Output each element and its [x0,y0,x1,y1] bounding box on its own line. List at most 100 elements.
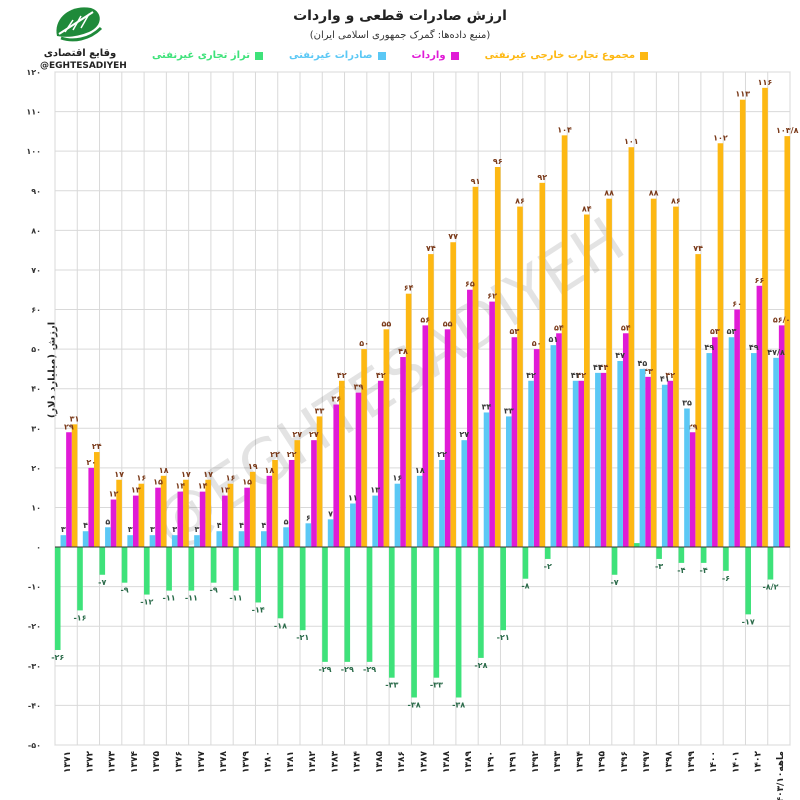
y-tick-label: ۱۰۰ [26,147,41,156]
bar-total [94,452,100,548]
x-tick-label: ۱۳۷۸ [219,751,229,773]
data-label-imports: ۵۶ [420,315,430,324]
data-label-imports: ۴۲ [376,371,386,380]
y-tick-label: ۲۰ [31,464,41,473]
legend-swatch [377,51,386,60]
bar-total [116,479,122,548]
bar-imports [533,349,540,548]
data-label-total: ۴۲ [337,371,347,380]
bar-imports [222,495,228,548]
bar-balance [121,547,128,583]
x-tick-label: ۱۴۰۱ [731,751,741,773]
data-label-total: ۲۲ [270,450,280,459]
legend-label: مجموع تجارت خارجی غیرنفتی [484,50,636,61]
data-label-balance: -۳ [655,562,663,571]
data-label-exports: ۵۳ [727,327,737,336]
data-label-exports: ۴۹ [704,343,714,352]
legend-item-imports: واردات [412,50,459,61]
legend-item-exports: صادرات غیرنفتی [289,50,386,61]
bar-balance [233,547,239,591]
x-tick-label: ۱۳۸۰ [264,751,274,773]
bar-exports [216,531,223,548]
bar-exports [305,523,312,548]
x-tick-label: ۱۴۰۲ [754,751,764,773]
data-label-total: ۱۷ [114,470,124,479]
bar-balance [433,547,440,678]
bar-exports [171,535,178,548]
bar-total [673,206,679,548]
data-label-balance: -۲۸ [474,661,487,670]
data-label-exports: ۷ [328,509,333,518]
bar-imports [422,325,429,548]
bar-exports [728,337,735,548]
data-label-imports: ۶۰ [732,300,742,309]
bar-imports [489,301,495,548]
data-label-exports: ۴۵ [638,359,648,368]
legend-swatch [640,51,649,60]
bar-exports [528,380,534,548]
data-label-exports: ۲۷ [459,430,469,439]
bar-balance [255,547,261,603]
x-tick-label: ۱۳۷۴ [130,751,140,773]
y-tick-label: ۷۰ [31,266,41,275]
data-label-balance: -۱۴ [252,605,265,614]
data-label-exports: ۴۷ [615,351,625,360]
bar-imports [756,285,763,548]
x-tick-label: ۱۳۷۲ [85,751,95,773]
data-label-exports: ۳۳ [504,406,514,415]
data-label-imports: ۵۴ [554,323,564,332]
y-tick-label: ۱۲۰ [26,68,41,77]
data-label-exports: ۳۴ [482,402,492,411]
legend-swatch [254,51,263,60]
data-label-imports: ۲۷ [309,430,319,439]
bar-total [695,254,701,548]
bar-total [71,424,78,548]
bar-exports [194,535,200,548]
chart-subtitle: (منبع داده‌ها: گمرک جمهوری اسلامی ایران) [309,30,491,41]
x-tick-label: ۱۳۹۵ [598,751,608,773]
data-label-imports: ۶۲ [487,292,497,301]
bar-imports [778,325,785,548]
bar-imports [578,380,585,548]
data-label-imports: ۲۹ [64,422,74,431]
data-label-balance: -۳۸ [408,700,421,709]
x-tick-label: ۱۳۸۳ [330,751,340,773]
bar-exports [394,483,401,548]
logo-handle: @EGHTESADIYEH [40,61,127,71]
legend-label: صادرات غیرنفتی [288,50,373,61]
bar-balance [277,547,284,619]
bar-total [249,471,256,548]
bar-exports [505,416,512,548]
bar-total [227,483,234,548]
bar-imports [311,440,317,548]
data-label-balance: -۲۹ [363,665,376,674]
data-label-exports: ۳ [172,525,177,534]
data-label-balance: -۲۹ [318,665,331,674]
data-label-total: ۱۰۳/۸ [776,126,799,135]
logo-leaf-icon [56,7,103,42]
bar-imports [132,495,139,548]
bar-imports [377,380,384,548]
bar-balance [366,547,373,662]
bar-exports [617,360,623,548]
bar-balance [54,547,61,650]
bar-total [650,198,657,548]
bar-balance [544,547,551,559]
bar-total [561,135,568,548]
x-tick-label: ۱۳۸۸ [442,751,452,773]
bar-imports [355,392,362,548]
bar-imports [467,289,473,548]
data-label-exports: ۴ [83,521,88,530]
data-label-balance: -۲۶ [51,653,64,662]
data-label-exports: ۴ [261,521,266,530]
data-label-imports: ۱۵ [242,478,252,487]
bar-exports [483,412,490,548]
data-label-imports: ۱۴ [198,482,208,491]
bar-total [584,214,590,548]
data-label-total: ۹۲ [537,173,547,182]
bar-imports [689,432,696,548]
bar-exports [661,384,668,548]
bar-balance [478,547,484,658]
